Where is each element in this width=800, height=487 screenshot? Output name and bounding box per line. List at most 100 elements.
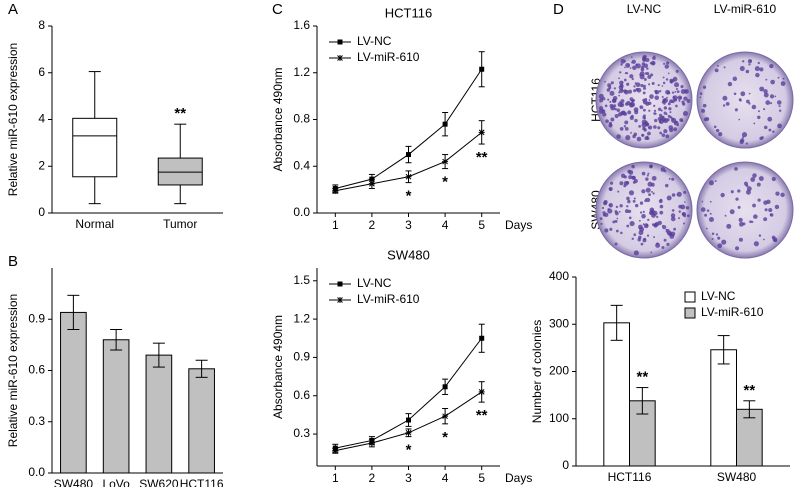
colony xyxy=(684,201,686,203)
colony xyxy=(777,123,782,129)
colony xyxy=(644,98,648,101)
colony xyxy=(701,108,706,113)
y-tick-label: 0.9 xyxy=(28,311,45,325)
colony xyxy=(664,64,670,69)
annotation: ** xyxy=(476,407,488,424)
colony xyxy=(623,112,628,116)
marker xyxy=(442,413,449,420)
colony xyxy=(758,176,764,181)
colony xyxy=(604,228,609,233)
colony xyxy=(638,219,641,222)
colony xyxy=(629,101,636,108)
colony xyxy=(738,217,743,223)
colony xyxy=(648,99,651,101)
colony xyxy=(634,203,639,208)
colony xyxy=(764,208,768,212)
colony xyxy=(675,104,678,108)
y-tick-label: 6 xyxy=(38,65,45,79)
colony xyxy=(722,95,728,101)
colony xyxy=(607,208,613,214)
colony xyxy=(650,251,653,254)
colony xyxy=(609,103,614,108)
colony xyxy=(642,108,646,112)
colony xyxy=(746,186,752,192)
marker xyxy=(337,297,343,303)
colony xyxy=(763,89,768,94)
colony xyxy=(706,209,710,212)
colony xyxy=(766,199,771,204)
x-tick-label: 2 xyxy=(369,218,376,232)
x-tick-label: 1 xyxy=(332,471,339,485)
colony xyxy=(613,104,617,108)
colony xyxy=(671,177,675,181)
colony xyxy=(673,227,677,231)
colony xyxy=(767,116,773,122)
colony xyxy=(753,241,759,247)
colony xyxy=(739,66,745,72)
colony xyxy=(639,71,645,77)
colony xyxy=(757,198,761,202)
colony xyxy=(633,89,637,93)
colony xyxy=(765,100,771,105)
y-axis-label: Number of colonies xyxy=(530,320,544,423)
colony xyxy=(607,98,610,101)
colony xyxy=(645,122,649,126)
colony xyxy=(757,110,760,113)
colony xyxy=(620,173,626,179)
colony xyxy=(660,109,663,112)
colony xyxy=(741,132,748,138)
colony xyxy=(643,78,647,81)
colony xyxy=(661,95,664,99)
y-axis-label: Absorbance 490nm xyxy=(271,315,285,419)
marker xyxy=(442,158,449,165)
colony xyxy=(759,67,764,72)
colony xyxy=(659,210,664,215)
colony xyxy=(644,136,649,141)
colony xyxy=(722,104,726,107)
colony xyxy=(639,201,644,205)
bar xyxy=(60,311,87,474)
chart-title: SW480 xyxy=(387,247,430,262)
colony xyxy=(619,181,624,186)
colony xyxy=(602,201,608,206)
annotation: * xyxy=(406,442,412,459)
colony xyxy=(621,81,624,84)
colony xyxy=(663,102,666,105)
colony xyxy=(709,200,712,203)
annotation: ** xyxy=(743,382,755,399)
colony xyxy=(640,65,645,70)
colony xyxy=(623,59,626,63)
colony xyxy=(757,115,761,120)
marker xyxy=(337,55,343,61)
colony xyxy=(642,55,647,60)
colony xyxy=(602,211,606,215)
colony xyxy=(638,230,644,236)
colony xyxy=(648,109,651,112)
annotation: * xyxy=(406,188,412,205)
colony xyxy=(745,142,748,145)
colony xyxy=(769,213,774,217)
colony xyxy=(773,238,778,243)
colony xyxy=(748,92,751,95)
colony xyxy=(753,122,756,125)
colony xyxy=(772,130,775,133)
y-tick-label: 0 xyxy=(562,458,569,472)
colony xyxy=(716,64,719,67)
colony xyxy=(627,89,633,94)
colony xyxy=(643,84,646,88)
colony xyxy=(633,197,636,200)
colony xyxy=(653,125,657,129)
colony xyxy=(650,73,654,77)
colony xyxy=(780,192,785,198)
bar xyxy=(188,368,215,474)
colony xyxy=(657,126,661,130)
colony xyxy=(601,206,605,210)
y-tick-label: 0 xyxy=(38,205,45,219)
colony xyxy=(605,119,609,123)
colony xyxy=(644,199,647,203)
colony xyxy=(676,123,680,127)
colony xyxy=(657,107,662,111)
colony xyxy=(637,238,641,242)
colony xyxy=(615,205,619,209)
colony xyxy=(671,91,675,94)
